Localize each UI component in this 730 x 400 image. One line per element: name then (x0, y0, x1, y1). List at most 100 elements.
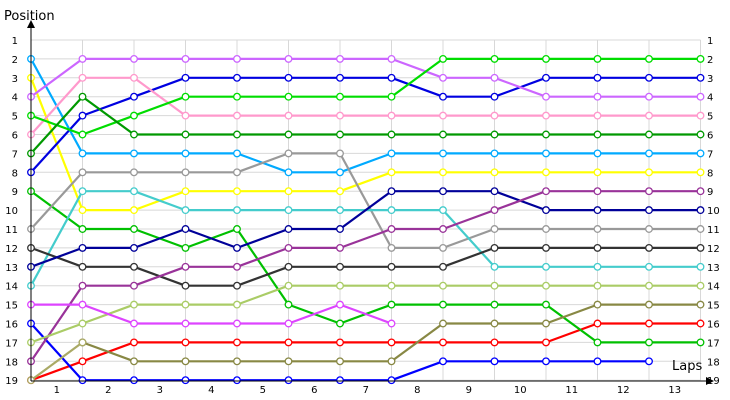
y-tick-label-right: 10 (707, 206, 720, 217)
data-point (593, 338, 602, 347)
y-tick-label-right: 1 (707, 36, 713, 47)
y-tick-label-right: 6 (707, 131, 713, 142)
data-point (542, 73, 550, 82)
data-point (284, 243, 293, 252)
series-15 (27, 281, 705, 347)
data-point (78, 300, 87, 309)
data-point (233, 54, 241, 63)
data-point (336, 376, 344, 385)
data-point (439, 73, 447, 82)
data-point (284, 376, 293, 385)
data-point (284, 130, 293, 139)
data-point (542, 357, 550, 366)
y-tick-label-left: 8 (12, 168, 18, 179)
data-point (130, 149, 138, 158)
data-point (284, 187, 293, 196)
data-point (336, 206, 344, 215)
data-point (696, 149, 705, 158)
series-14 (27, 187, 705, 366)
data-point (387, 338, 396, 347)
data-point (284, 319, 293, 328)
data-point (336, 243, 344, 252)
data-point (336, 130, 344, 139)
data-point (490, 168, 499, 177)
data-point (336, 73, 344, 82)
series-line-7 (30, 57, 701, 98)
data-point (233, 73, 241, 82)
data-point (78, 130, 87, 139)
data-point (233, 206, 241, 215)
data-point (78, 357, 87, 366)
data-point (387, 73, 396, 82)
data-point (490, 111, 499, 120)
data-point (78, 225, 87, 233)
data-point (233, 281, 241, 290)
data-point (181, 149, 190, 158)
data-point (130, 54, 138, 63)
data-point (78, 262, 87, 271)
data-point (233, 262, 241, 271)
data-point (336, 149, 344, 158)
data-point (130, 206, 138, 215)
data-point (233, 319, 241, 328)
series-line-4 (30, 76, 701, 174)
data-point (78, 73, 87, 82)
data-point (542, 187, 550, 196)
data-point (593, 92, 602, 101)
data-point (439, 187, 447, 196)
data-point (233, 338, 241, 347)
y-tick-label-right: 7 (707, 149, 713, 160)
data-point (387, 262, 396, 271)
data-point (181, 243, 190, 252)
data-point (645, 357, 653, 366)
data-point (542, 300, 550, 309)
data-point (593, 262, 602, 271)
y-tick-label-left: 19 (5, 376, 18, 387)
x-tick-label: 12 (617, 385, 630, 396)
series-10 (27, 149, 705, 252)
data-point (233, 376, 241, 385)
x-tick-label: 6 (311, 385, 317, 396)
data-point (490, 225, 499, 233)
data-point (593, 149, 602, 158)
data-point (130, 130, 138, 139)
data-point (645, 225, 653, 233)
data-point (645, 262, 653, 271)
y-tick-label-left: 4 (12, 93, 18, 104)
data-point (696, 92, 705, 101)
data-point (387, 206, 396, 215)
data-point (542, 130, 550, 139)
data-point (233, 130, 241, 139)
data-point (490, 338, 499, 347)
y-tick-label-right: 12 (707, 244, 720, 255)
data-point (387, 243, 396, 252)
data-point (181, 111, 190, 120)
y-tick-label-right: 3 (707, 74, 713, 85)
data-point (439, 92, 447, 101)
data-point (593, 168, 602, 177)
series-6 (27, 73, 705, 139)
data-point (233, 225, 241, 233)
data-point (645, 319, 653, 328)
data-point (284, 300, 293, 309)
data-point (490, 92, 499, 101)
data-point (78, 187, 87, 196)
data-point (130, 262, 138, 271)
data-point (130, 111, 138, 120)
data-point (696, 130, 705, 139)
data-point (181, 168, 190, 177)
data-point (696, 206, 705, 215)
y-tick-label-left: 12 (5, 244, 18, 255)
y-tick-label-right: 9 (707, 187, 713, 198)
y-tick-label-right: 18 (707, 357, 720, 368)
y-tick-label-right: 16 (707, 320, 720, 331)
data-point (593, 54, 602, 63)
data-point (181, 225, 190, 233)
data-point (542, 149, 550, 158)
series-line-14 (30, 190, 701, 362)
y-tick-label-right: 5 (707, 112, 713, 123)
data-point (181, 300, 190, 309)
data-point (181, 338, 190, 347)
series-line-5 (30, 58, 701, 174)
data-point (645, 243, 653, 252)
